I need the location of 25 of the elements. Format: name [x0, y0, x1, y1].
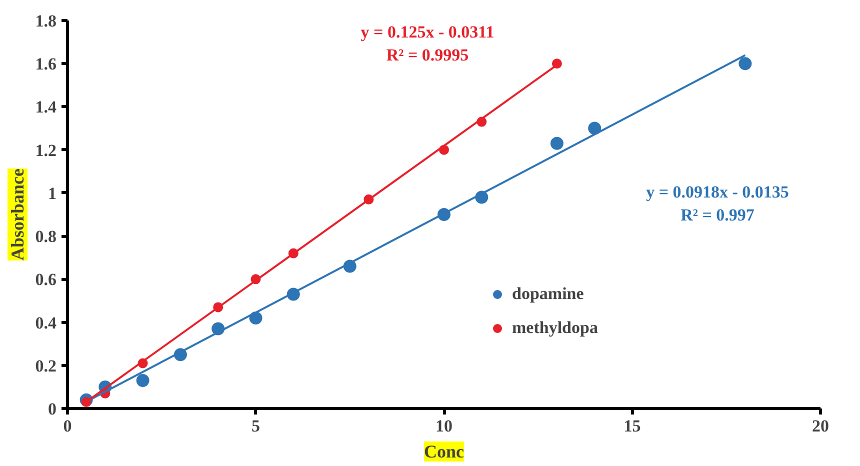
- x-tick-label: 15: [624, 416, 641, 436]
- point: [550, 136, 564, 150]
- y-tick-label: 1.4: [35, 98, 57, 117]
- y-axis-title: Absorbance: [8, 168, 28, 260]
- y-tick-label: 0.2: [35, 356, 56, 376]
- legend-label: dopamine: [512, 284, 584, 304]
- y-tick-label: 1.2: [35, 140, 56, 160]
- annotation: y = 0.0918x - 0.0135 R² = 0.997: [646, 182, 789, 224]
- point: [738, 57, 752, 70]
- legend-label: methyldopa: [512, 318, 598, 338]
- y-tick-label: 1.8: [35, 12, 56, 30]
- x-tick-label: 10: [436, 416, 452, 436]
- x-axis-title: Conc: [424, 442, 464, 462]
- point: [136, 374, 150, 387]
- x-tick-label: 5: [252, 416, 260, 436]
- y-tick-label: 0.4: [35, 313, 57, 332]
- point: [588, 122, 602, 135]
- x-tick-label: 20: [812, 416, 829, 436]
- y-tick-label: 0.6: [35, 270, 56, 290]
- y-tick-label: 1: [48, 184, 56, 203]
- y-tick-label: 1.6: [35, 54, 56, 74]
- y-tick-label: 0: [48, 400, 56, 418]
- annotation: y = 0.125x - 0.0311 R² = 0.9995: [360, 22, 494, 64]
- y-tick-label: 0.8: [35, 227, 56, 246]
- x-tick-label: 0: [63, 416, 72, 436]
